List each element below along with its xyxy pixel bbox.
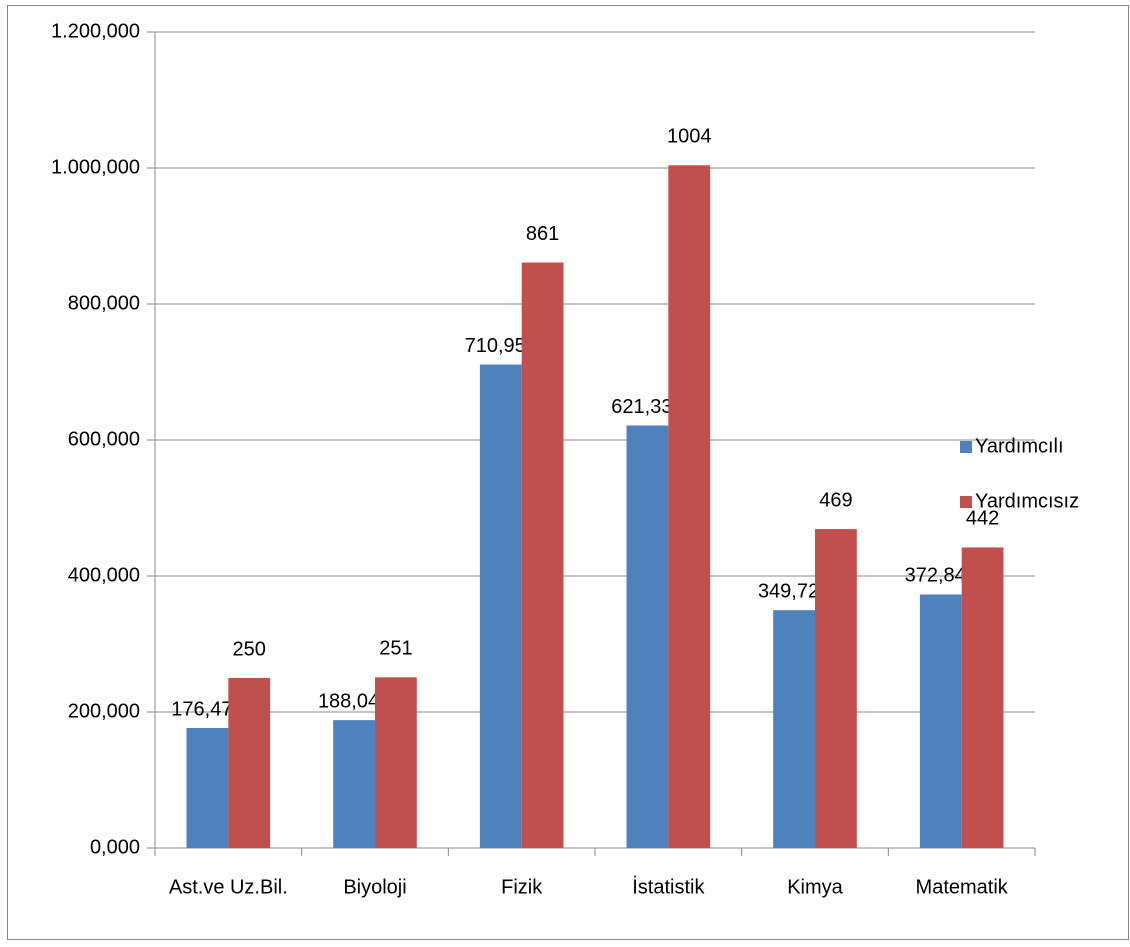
bar (773, 610, 815, 848)
bar (375, 677, 417, 848)
y-tick-label: 1.200,000 (51, 20, 140, 42)
data-label: 250 (233, 638, 266, 660)
bar (668, 165, 711, 848)
legend-label: Yardımcılı (975, 435, 1064, 457)
bar (479, 364, 522, 848)
y-tick-label: 600,000 (68, 428, 140, 450)
data-label: 188,045 (318, 690, 390, 712)
x-tick-label: Matematik (916, 876, 1009, 898)
legend-label: Yardımcısız (975, 490, 1079, 512)
bar (186, 728, 229, 848)
x-tick-label: Fizik (501, 876, 543, 898)
legend-swatch (960, 496, 972, 508)
legend-swatch (960, 441, 972, 453)
y-tick-label: 800,000 (68, 292, 140, 314)
bar (961, 547, 1004, 848)
y-tick-label: 0,000 (90, 836, 140, 858)
data-label: 372,842 (905, 565, 977, 587)
x-tick-label: Kimya (787, 876, 843, 898)
x-tick-label: Biyoloji (343, 876, 406, 898)
data-label: 469 (819, 489, 852, 511)
data-label: 251 (379, 638, 412, 660)
x-tick-label: Ast.ve Uz.Bil. (169, 876, 288, 898)
data-label: 176,470 (171, 698, 243, 720)
bar (626, 425, 669, 848)
x-tick-label: İstatistik (632, 875, 705, 898)
y-tick-label: 1.000,000 (51, 156, 140, 178)
data-label: 621,333 (611, 396, 683, 418)
bar (521, 262, 564, 848)
bar (333, 720, 375, 848)
data-label: 1004 (667, 126, 712, 148)
data-label: 349,725 (758, 580, 830, 602)
data-label: 442 (966, 508, 999, 530)
bar (228, 678, 271, 848)
data-label: 861 (526, 223, 559, 245)
y-tick-label: 400,000 (68, 564, 140, 586)
y-tick-label: 200,000 (68, 700, 140, 722)
data-label: 710,956 (465, 335, 537, 357)
bar (919, 594, 962, 848)
bar (815, 529, 857, 848)
